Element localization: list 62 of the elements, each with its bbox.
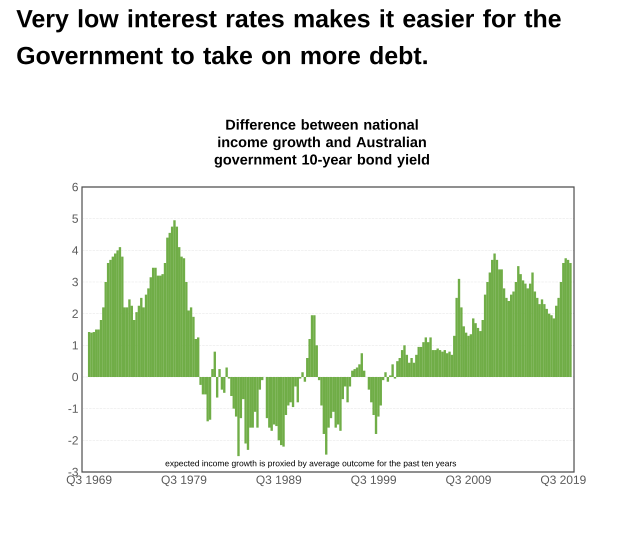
bar (197, 337, 200, 377)
bar (206, 376, 209, 422)
bar (116, 250, 119, 377)
bar (524, 284, 527, 377)
bar (114, 253, 116, 377)
bar (493, 253, 496, 377)
bar (202, 376, 204, 394)
chart-title: Very low interest rates makes it easier for the Government to take on more debt. (16, 9, 561, 64)
bar (216, 376, 218, 398)
bar (351, 370, 354, 377)
bar (391, 364, 394, 377)
chart-subtitle: Difference between national income growth and Australian government 10-year bond yield (214, 119, 430, 168)
bar (296, 376, 299, 402)
bar (106, 262, 110, 377)
bar (220, 376, 224, 390)
bar (353, 369, 356, 377)
bar (386, 376, 390, 382)
bar (190, 307, 192, 377)
bar (424, 337, 427, 377)
bar (436, 348, 439, 377)
y-tick-label: -3 (68, 468, 78, 476)
y-tick-label: 4 (72, 246, 78, 254)
bar (88, 332, 90, 377)
bar (214, 352, 216, 377)
bar (472, 318, 474, 377)
y-tick-label: -2 (68, 436, 78, 444)
x-tick-label: Q3 1969 (66, 476, 112, 486)
bar (225, 367, 228, 377)
y-tick-label: 6 (72, 182, 78, 192)
x-tick-label: Q3 1999 (351, 476, 396, 486)
annotation: expected income growth is proxied by average outcome for the past ten years (165, 460, 456, 468)
bar (434, 350, 436, 377)
bar (270, 376, 273, 431)
y-tick-label: 3 (72, 278, 78, 286)
bar (500, 269, 503, 377)
bar (334, 376, 337, 428)
y-tick-label: 5 (72, 214, 78, 223)
bar (410, 358, 413, 377)
bar (418, 346, 420, 377)
y-tick-label: -1 (68, 404, 78, 413)
y-tick-label: 2 (72, 309, 78, 318)
bar (112, 256, 114, 377)
bar (128, 299, 131, 377)
bar (441, 352, 444, 377)
bar (396, 361, 399, 377)
x-tick-label: Q3 1979 (162, 476, 206, 486)
x-tick-label: Q3 2019 (540, 476, 586, 486)
y-tick-label: 0 (72, 372, 78, 382)
bar (268, 376, 271, 428)
bar (510, 294, 512, 377)
bar (346, 376, 349, 402)
bar (280, 376, 282, 446)
bar (313, 315, 316, 377)
bar (223, 376, 226, 393)
bar (304, 376, 306, 382)
bar (252, 376, 254, 428)
x-tick-label: Q3 2009 (446, 476, 491, 486)
bar (360, 353, 363, 377)
y-tick-label: 1 (72, 341, 78, 350)
bar (325, 376, 328, 455)
x-tick-label: Q3 1989 (256, 476, 302, 486)
bar (566, 260, 570, 377)
